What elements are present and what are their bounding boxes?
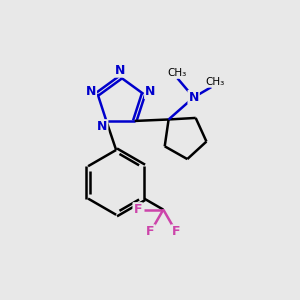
Text: F: F bbox=[146, 225, 155, 238]
Text: F: F bbox=[172, 225, 180, 238]
Text: N: N bbox=[86, 85, 96, 98]
Text: CH₃: CH₃ bbox=[168, 68, 187, 78]
Text: N: N bbox=[116, 64, 126, 77]
Text: CH₃: CH₃ bbox=[205, 77, 224, 87]
Text: F: F bbox=[134, 203, 142, 216]
Text: N: N bbox=[97, 120, 107, 133]
Text: N: N bbox=[145, 85, 155, 98]
Text: N: N bbox=[188, 91, 199, 104]
